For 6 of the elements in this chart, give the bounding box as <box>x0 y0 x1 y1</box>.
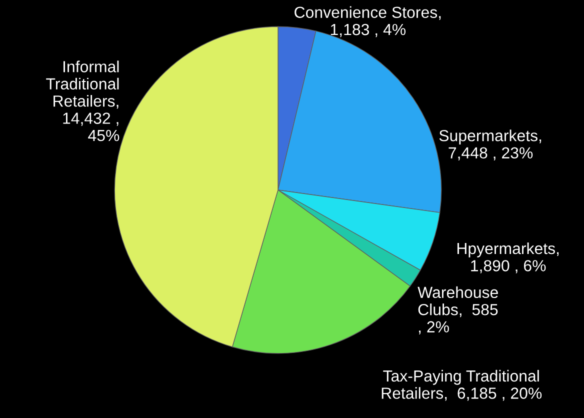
slice-label: Convenience Stores, 1,183 , 4% <box>294 6 441 38</box>
slice-label: Hpyermarkets, 1,890 , 6% <box>457 242 559 274</box>
slice-label: Supermarkets, 7,448 , 23% <box>439 130 542 160</box>
slice-label: Informal Traditional Retailers, 14,432 , 45% <box>46 60 120 142</box>
slice-label: Tax-Paying Traditional Retailers, 6,185 , 20% <box>382 370 542 401</box>
slice-label: Warehouse Clubs, 585 , 2% <box>418 286 498 334</box>
